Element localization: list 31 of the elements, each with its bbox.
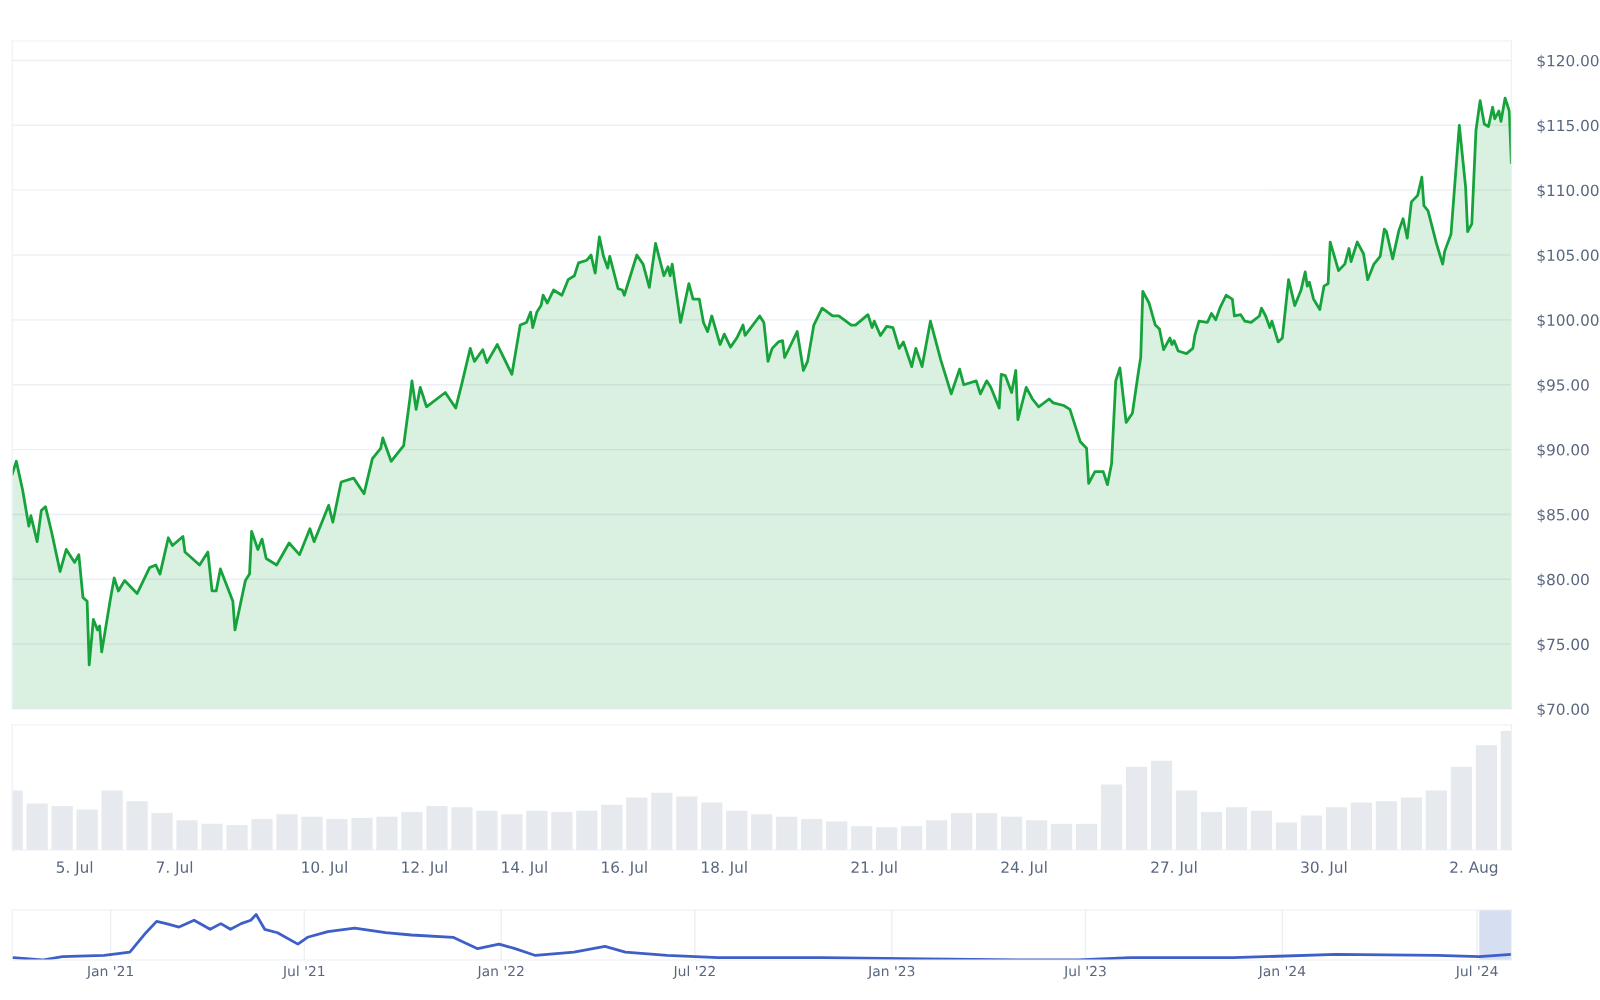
x-tick-label: 24. Jul — [1001, 861, 1047, 876]
y-tick-label: $85.00 — [1537, 508, 1589, 523]
x-tick-label: 7. Jul — [156, 861, 193, 876]
x-tick-label: 2. Aug — [1450, 861, 1498, 876]
x-tick-label: Jan '24 — [1257, 965, 1306, 979]
x-tick-label: Jul '22 — [672, 965, 715, 979]
x-tick-label: 14. Jul — [502, 861, 547, 876]
x-tick-label: Jan '22 — [476, 965, 524, 979]
y-tick-label: $75.00 — [1537, 638, 1589, 653]
y-tick-label: $90.00 — [1537, 443, 1589, 458]
y-tick-label: $110.00 — [1537, 184, 1599, 199]
y-tick-label: $80.00 — [1537, 573, 1589, 588]
y-tick-label: $95.00 — [1537, 378, 1589, 393]
x-tick-label: Jul '21 — [282, 965, 325, 979]
x-tick-label: 21. Jul — [851, 861, 897, 876]
x-tick-label: 30. Jul — [1301, 861, 1347, 876]
x-tick-label: 16. Jul — [602, 861, 647, 876]
y-tick-label: $105.00 — [1537, 249, 1599, 264]
y-tick-label: $115.00 — [1537, 119, 1599, 134]
y-tick-label: $100.00 — [1537, 314, 1599, 328]
x-tick-label: Jan '21 — [86, 965, 133, 979]
x-tick-label: 18. Jul — [702, 861, 747, 876]
x-tick-label: Jul '24 — [1455, 965, 1498, 979]
x-tick-label: Jul '23 — [1063, 965, 1106, 979]
x-tick-label: 27. Jul — [1151, 861, 1197, 876]
y-tick-label: $120.00 — [1537, 54, 1599, 69]
x-tick-label: 10. Jul — [302, 861, 347, 876]
x-tick-label: 12. Jul — [402, 861, 447, 876]
x-tick-label: Jan '23 — [867, 965, 915, 979]
y-tick-label: $70.00 — [1537, 703, 1589, 718]
x-tick-label: 5. Jul — [56, 861, 93, 876]
